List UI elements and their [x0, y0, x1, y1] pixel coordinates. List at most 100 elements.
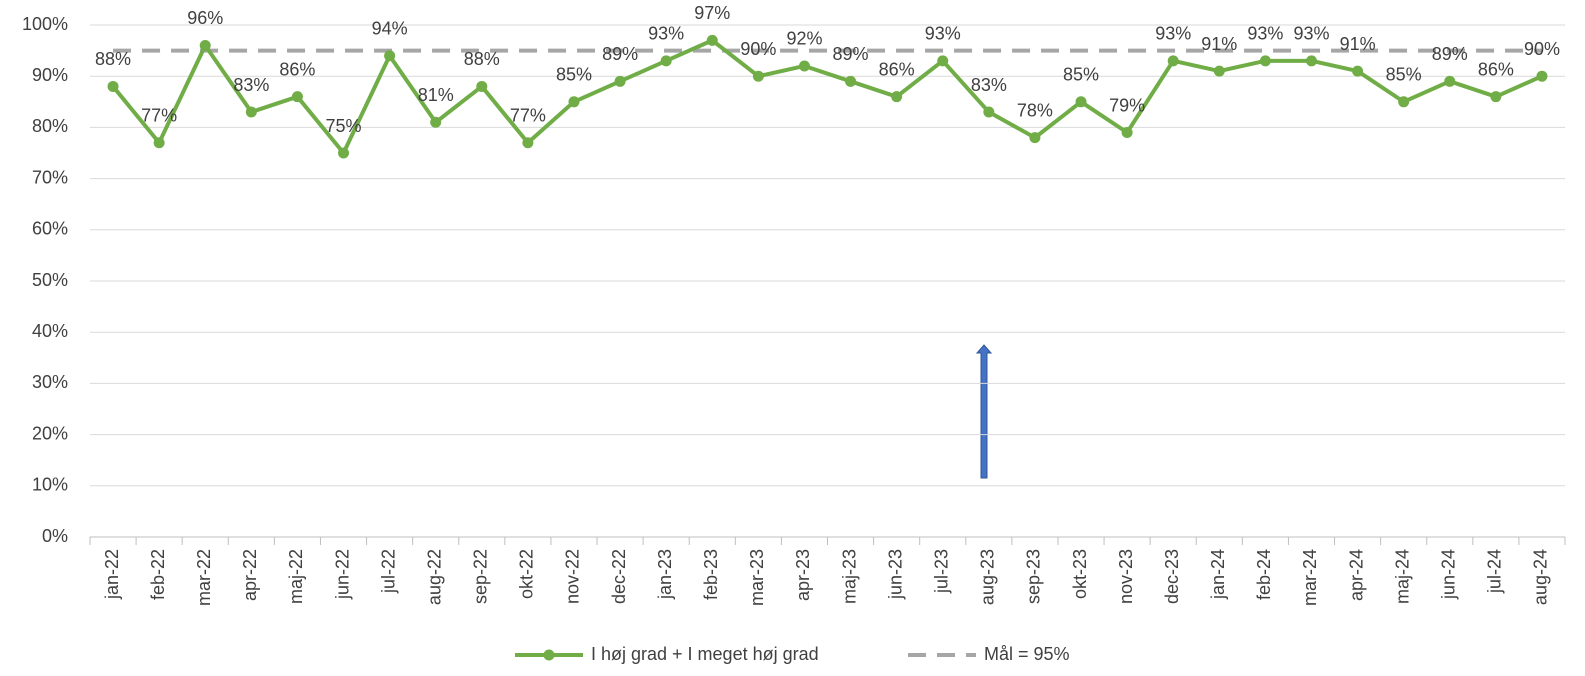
data-label: 93%	[1247, 24, 1283, 44]
data-label: 86%	[879, 59, 915, 79]
point	[1259, 55, 1271, 67]
data-label: 93%	[1293, 24, 1329, 44]
x-tick-label: jun-24	[1439, 549, 1459, 600]
y-tick-label: 60%	[32, 219, 68, 239]
point	[1075, 96, 1087, 108]
data-label: 94%	[372, 18, 408, 38]
data-label: 92%	[786, 29, 822, 49]
data-label: 83%	[233, 75, 269, 95]
data-label: 85%	[1386, 65, 1422, 85]
point	[798, 60, 810, 72]
legend-label: Mål = 95%	[984, 644, 1070, 664]
data-label: 77%	[141, 106, 177, 126]
x-tick-label: jan-24	[1208, 549, 1228, 600]
point	[1444, 75, 1456, 87]
y-tick-label: 70%	[32, 167, 68, 187]
x-tick-label: sep-23	[1024, 549, 1044, 604]
data-label: 97%	[694, 3, 730, 23]
y-tick-label: 100%	[22, 14, 68, 34]
point	[752, 70, 764, 82]
x-tick-label: apr-24	[1346, 549, 1366, 601]
x-tick-label: mar-22	[194, 549, 214, 606]
point	[660, 55, 672, 67]
point	[937, 55, 949, 67]
y-tick-label: 30%	[32, 372, 68, 392]
point	[107, 80, 119, 92]
x-tick-label: jul-22	[378, 549, 398, 594]
x-tick-label: jan-22	[102, 549, 122, 600]
x-tick-label: jun-23	[885, 549, 905, 600]
data-label: 78%	[1017, 100, 1053, 120]
point	[476, 80, 488, 92]
y-tick-label: 80%	[32, 116, 68, 136]
point	[891, 91, 903, 103]
point	[384, 50, 396, 62]
x-tick-label: mar-23	[747, 549, 767, 606]
point	[568, 96, 580, 108]
y-tick-label: 90%	[32, 65, 68, 85]
data-label: 91%	[1201, 34, 1237, 54]
point	[199, 39, 211, 51]
x-tick-label: maj-24	[1392, 549, 1412, 604]
point	[1305, 55, 1317, 67]
legend-marker	[543, 649, 555, 661]
point	[845, 75, 857, 87]
x-tick-label: jul-23	[931, 549, 951, 594]
data-label: 89%	[1432, 44, 1468, 64]
series-line	[111, 38, 1543, 155]
data-label: 85%	[1063, 65, 1099, 85]
y-tick-label: 50%	[32, 270, 68, 290]
x-tick-label: aug-23	[978, 549, 998, 605]
x-tick-label: maj-23	[839, 549, 859, 604]
point	[1490, 91, 1502, 103]
y-tick-label: 40%	[32, 321, 68, 341]
x-tick-label: feb-22	[148, 549, 168, 600]
x-tick-label: apr-23	[793, 549, 813, 601]
data-label: 90%	[1524, 39, 1560, 59]
data-label: 91%	[1340, 34, 1376, 54]
x-tick-label: dec-22	[609, 549, 629, 604]
point	[1029, 132, 1041, 144]
x-tick-label: feb-24	[1254, 549, 1274, 600]
data-label: 83%	[971, 75, 1007, 95]
x-tick-label: apr-22	[240, 549, 260, 601]
x-tick-label: nov-23	[1116, 549, 1136, 604]
point	[153, 137, 165, 149]
data-label: 81%	[418, 85, 454, 105]
x-tick-label: jan-23	[655, 549, 675, 600]
data-label: 88%	[464, 49, 500, 69]
y-tick-label: 20%	[32, 423, 68, 443]
data-label: 79%	[1109, 95, 1145, 115]
point	[983, 106, 995, 118]
data-label: 85%	[556, 65, 592, 85]
point	[430, 116, 442, 128]
x-tick-label: okt-23	[1070, 549, 1090, 599]
x-tick-label: aug-22	[424, 549, 444, 605]
x-tick-label: dec-23	[1162, 549, 1182, 604]
data-label: 77%	[510, 106, 546, 126]
data-label: 75%	[326, 116, 362, 136]
data-label: 88%	[95, 49, 131, 69]
x-tick-label: feb-23	[701, 549, 721, 600]
x-tick-label: maj-22	[286, 549, 306, 604]
point	[1398, 96, 1410, 108]
data-label: 93%	[925, 24, 961, 44]
data-label: 89%	[602, 44, 638, 64]
point	[1121, 127, 1133, 139]
point	[1352, 65, 1364, 77]
data-label: 93%	[1155, 24, 1191, 44]
data-label: 90%	[740, 39, 776, 59]
point	[522, 137, 534, 149]
x-tick-label: nov-22	[563, 549, 583, 604]
point	[245, 106, 257, 118]
point	[1536, 70, 1548, 82]
data-label: 86%	[279, 59, 315, 79]
data-label: 86%	[1478, 59, 1514, 79]
point	[1167, 55, 1179, 67]
point	[291, 91, 303, 103]
y-tick-label: 10%	[32, 475, 68, 495]
x-tick-label: sep-22	[471, 549, 491, 604]
x-tick-label: mar-24	[1300, 549, 1320, 606]
